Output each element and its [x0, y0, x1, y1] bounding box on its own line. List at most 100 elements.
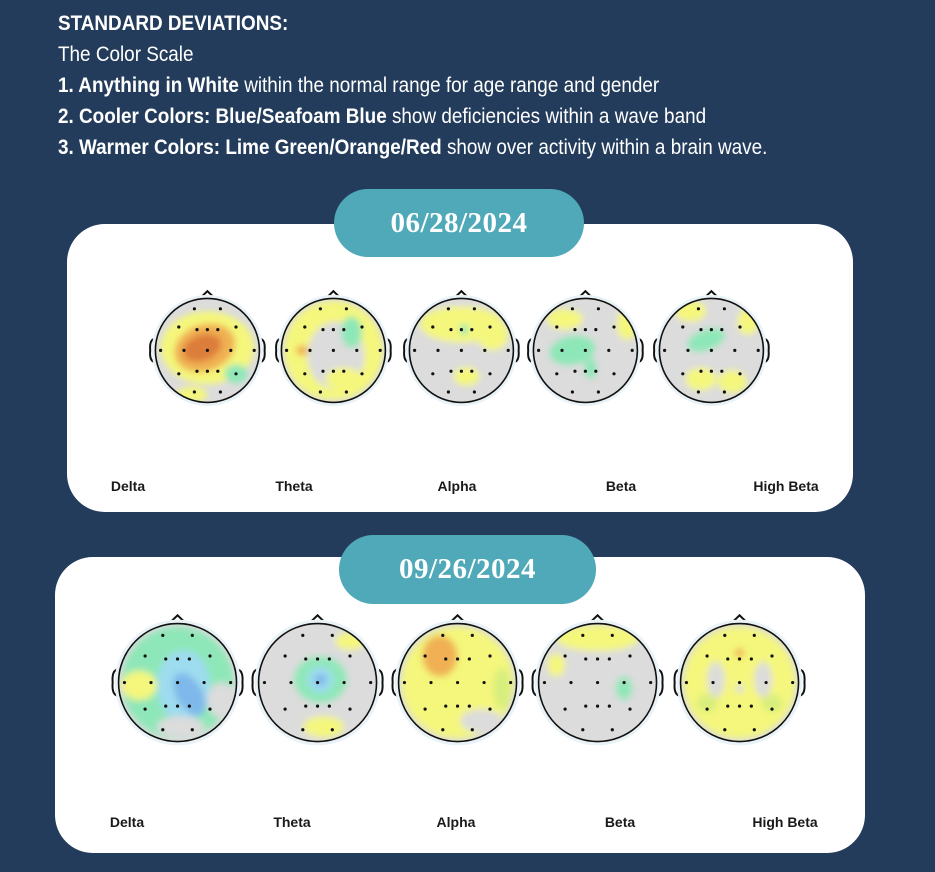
electrode-dot — [628, 707, 633, 712]
electrode-dot — [596, 389, 600, 394]
electrode-dot — [471, 728, 475, 732]
electrode-dot — [738, 657, 742, 661]
electrode-dot — [302, 324, 306, 329]
electrode-dot — [192, 389, 196, 394]
electrode-dot — [506, 348, 510, 352]
electrode-dot — [435, 348, 440, 352]
electrode-dot — [596, 306, 600, 310]
electrode-dot — [318, 306, 322, 310]
electrode-dot — [181, 348, 186, 352]
electrode-dot — [719, 369, 723, 373]
electrode-dot — [698, 327, 703, 331]
electrode-dot — [378, 348, 382, 352]
electrode-dot — [301, 728, 305, 732]
brainmap-high-beta-2 — [673, 614, 807, 746]
electrode-dot — [423, 654, 428, 659]
electrode-dot — [205, 348, 209, 352]
electrode-dot — [143, 707, 148, 712]
electrode-dot — [750, 704, 754, 709]
electrode-dot — [233, 371, 238, 375]
electrode-dot — [341, 327, 345, 331]
electrode-dot — [472, 306, 476, 310]
electrode-dot — [709, 348, 713, 352]
electrode-dot — [487, 371, 492, 375]
electrode-dot — [192, 306, 196, 310]
electrode-dot — [446, 306, 450, 310]
electrode-dot — [176, 681, 180, 685]
electrode-dot — [554, 324, 558, 329]
brainmap-delta-2 — [111, 614, 245, 746]
electrode-dot — [608, 704, 612, 709]
electrode-dot — [176, 704, 180, 709]
electrode-dot — [304, 704, 308, 709]
electrode-dot — [563, 707, 568, 712]
electrode-dot — [441, 634, 445, 638]
electrode-dot — [611, 371, 616, 375]
electrode-dot — [750, 657, 754, 661]
electrode-dot — [228, 348, 232, 352]
electrode-dot — [723, 728, 727, 732]
electrode-dot — [283, 654, 288, 659]
electrode-dot — [316, 704, 320, 709]
electrode-dot — [444, 657, 448, 661]
electrode-dot — [161, 634, 165, 638]
electrode-dot — [472, 389, 476, 394]
electrode-dot — [611, 728, 615, 732]
electrode-dot — [722, 306, 726, 310]
electrode-dot — [622, 681, 627, 685]
electrode-dot — [628, 654, 633, 659]
electrode-dot — [320, 327, 325, 331]
head-outline — [118, 623, 238, 743]
electrode-dot — [482, 348, 486, 352]
electrode-dot — [348, 707, 353, 712]
electrode-dot — [611, 324, 616, 329]
electrode-dot — [344, 389, 348, 394]
legend-item-white: 1. Anything in White within the normal r… — [58, 74, 660, 97]
electrode-dot — [191, 728, 195, 732]
electrode-dot — [208, 654, 213, 659]
electrode-dot — [572, 369, 577, 373]
electrode-dot — [611, 634, 615, 638]
electrode-dot — [284, 348, 288, 352]
electrode-dot — [732, 348, 736, 352]
electrode-dot — [194, 369, 199, 373]
electrode-dot — [149, 681, 154, 685]
brainmap-beta-1 — [526, 289, 644, 406]
electrode-dot — [469, 369, 473, 373]
electrode-dot — [123, 681, 127, 685]
electrode-dot — [770, 707, 775, 712]
electrode-dot — [456, 657, 460, 661]
electrode-dot — [448, 327, 453, 331]
electrode-dot — [429, 681, 434, 685]
electrode-dot — [563, 654, 568, 659]
head-outline — [154, 297, 260, 403]
electrode-dot — [316, 657, 320, 661]
electrode-dot — [423, 707, 428, 712]
electrode-dot — [543, 681, 547, 685]
electrode-dot — [194, 327, 199, 331]
electrode-dot — [705, 707, 710, 712]
electrode-dot — [709, 327, 713, 331]
electrode-dot — [685, 681, 689, 685]
brainmap-theta-1 — [274, 289, 392, 406]
band-label-high-beta: High Beta — [752, 814, 818, 830]
electrode-dot — [698, 369, 703, 373]
electrode-dot — [559, 348, 564, 352]
electrode-dot — [318, 389, 322, 394]
brainmap-alpha-2 — [391, 614, 525, 746]
electrode-dot — [596, 657, 600, 661]
brainmap-beta-2 — [531, 614, 665, 746]
electrode-dot — [331, 634, 335, 638]
electrode-dot — [468, 704, 472, 709]
electrode-dot — [412, 348, 416, 352]
electrode-dot — [229, 681, 233, 685]
electrode-dot — [487, 324, 492, 329]
electrode-dot — [705, 654, 710, 659]
electrode-dot — [572, 327, 577, 331]
legend-item-cool: 2. Cooler Colors: Blue/Seafoam Blue show… — [58, 105, 707, 128]
electrode-dot — [459, 369, 463, 373]
head-outline — [280, 297, 386, 403]
electrode-dot — [208, 707, 213, 712]
electrode-dot — [581, 634, 585, 638]
head-outline — [538, 623, 658, 743]
